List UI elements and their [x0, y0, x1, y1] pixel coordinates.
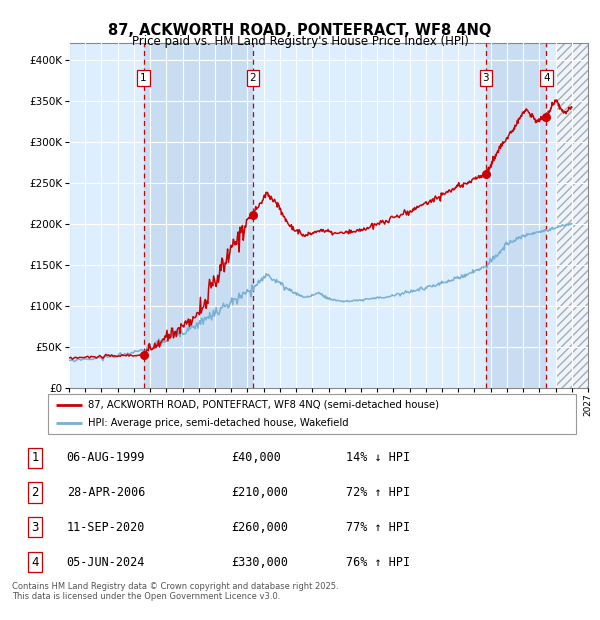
Text: HPI: Average price, semi-detached house, Wakefield: HPI: Average price, semi-detached house,…	[88, 418, 348, 428]
Text: Price paid vs. HM Land Registry's House Price Index (HPI): Price paid vs. HM Land Registry's House …	[131, 35, 469, 48]
Text: Contains HM Land Registry data © Crown copyright and database right 2025.
This d: Contains HM Land Registry data © Crown c…	[12, 582, 338, 601]
Bar	[486, 43, 547, 388]
Text: 06-AUG-1999: 06-AUG-1999	[67, 451, 145, 464]
Text: 76% ↑ HPI: 76% ↑ HPI	[346, 556, 410, 569]
Bar	[143, 43, 253, 388]
Text: 28-APR-2006: 28-APR-2006	[67, 486, 145, 499]
Text: 3: 3	[31, 521, 39, 534]
Text: £330,000: £330,000	[231, 556, 288, 569]
Text: 4: 4	[31, 556, 39, 569]
Text: 87, ACKWORTH ROAD, PONTEFRACT, WF8 4NQ: 87, ACKWORTH ROAD, PONTEFRACT, WF8 4NQ	[109, 23, 491, 38]
Text: 4: 4	[543, 73, 550, 83]
Text: 05-JUN-2024: 05-JUN-2024	[67, 556, 145, 569]
Text: 2: 2	[31, 486, 39, 499]
Text: 77% ↑ HPI: 77% ↑ HPI	[346, 521, 410, 534]
FancyBboxPatch shape	[48, 394, 576, 434]
Text: 14% ↓ HPI: 14% ↓ HPI	[346, 451, 410, 464]
Text: £260,000: £260,000	[231, 521, 288, 534]
Text: 3: 3	[482, 73, 489, 83]
Text: 1: 1	[140, 73, 147, 83]
Text: 87, ACKWORTH ROAD, PONTEFRACT, WF8 4NQ (semi-detached house): 87, ACKWORTH ROAD, PONTEFRACT, WF8 4NQ (…	[88, 399, 439, 410]
Text: £40,000: £40,000	[231, 451, 281, 464]
Text: 2: 2	[250, 73, 256, 83]
Text: 1: 1	[31, 451, 39, 464]
Text: 11-SEP-2020: 11-SEP-2020	[67, 521, 145, 534]
Text: £210,000: £210,000	[231, 486, 288, 499]
Text: 72% ↑ HPI: 72% ↑ HPI	[346, 486, 410, 499]
